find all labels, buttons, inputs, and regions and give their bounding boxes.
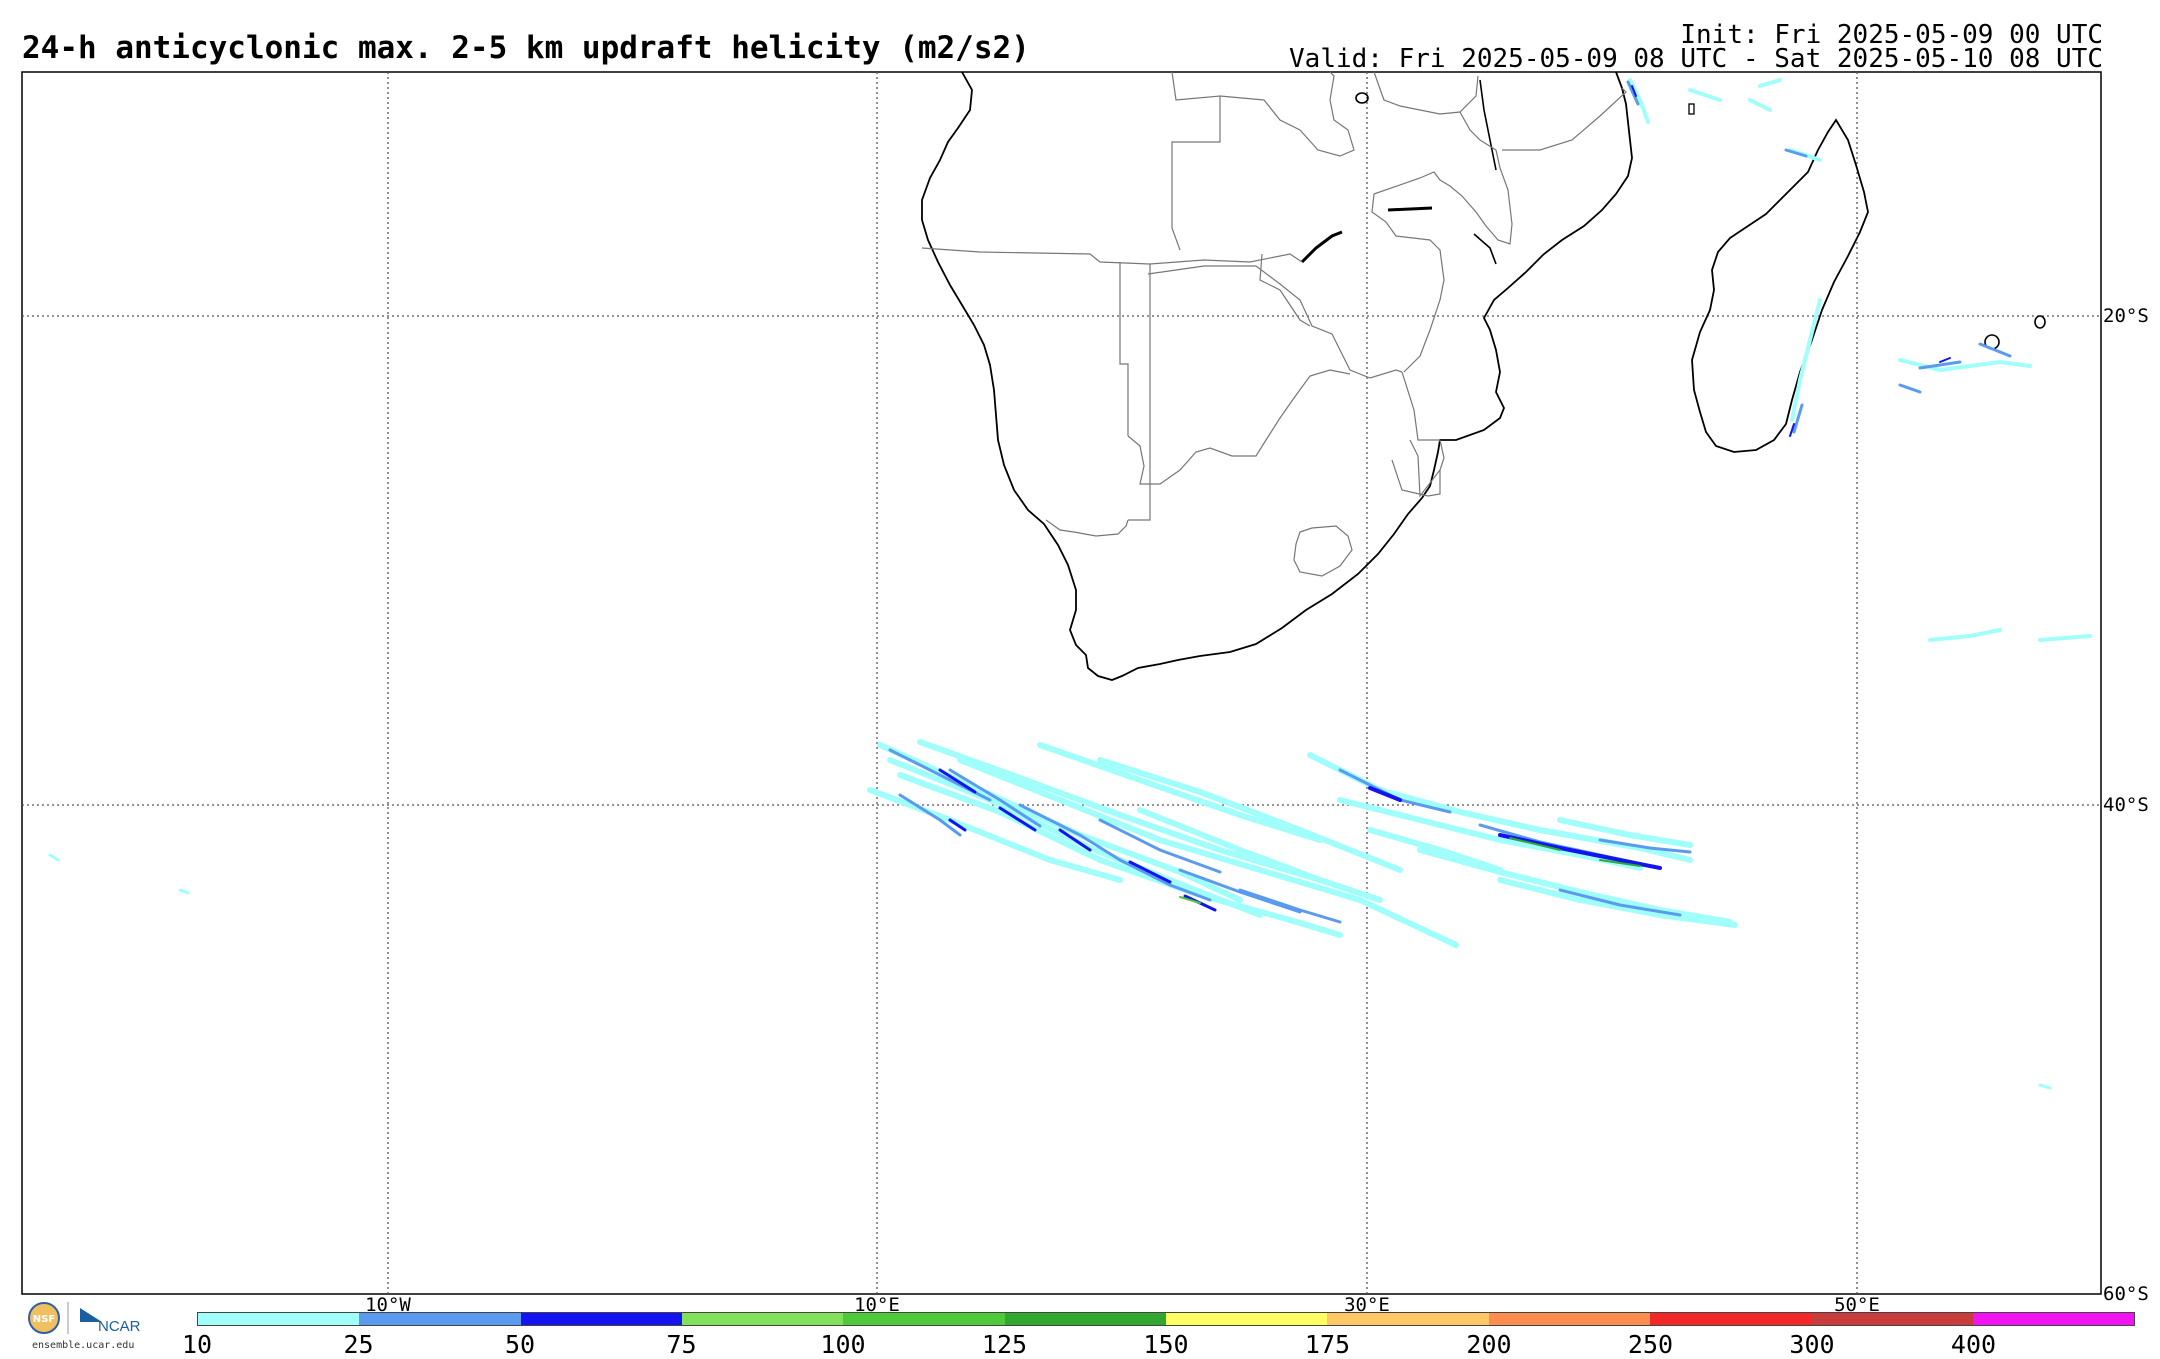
lon-label-10w: 10°W [365, 1294, 411, 1316]
ncar-logo-text: NCAR [98, 1318, 141, 1335]
colorbar-tick-label: 250 [1627, 1330, 1674, 1359]
colorbar-tick-label: 300 [1789, 1330, 1835, 1359]
lat-label-60s: 60°S [2103, 1283, 2149, 1305]
lon-label-30e: 30°E [1344, 1294, 1390, 1316]
graticule [22, 72, 2101, 1294]
colorbar-tick-label: 400 [1950, 1330, 1997, 1359]
colorbar-tick-label: 75 [666, 1330, 697, 1359]
colorbar-segment [1165, 1313, 1328, 1325]
reunion-island [2034, 315, 2046, 329]
ncar-mark-icon [80, 1308, 102, 1322]
lat-label-40s: 40°S [2103, 794, 2149, 816]
colorbar-tick-label: 25 [343, 1330, 374, 1359]
madagascar-coastline [1691, 118, 1869, 453]
colorbar-segment [1811, 1313, 1973, 1325]
colorbar-tick-label: 125 [981, 1330, 1028, 1359]
country-borders [921, 71, 1627, 577]
valid-time: Valid: Fri 2025-05-09 08 UTC - Sat 2025-… [1289, 44, 2103, 74]
colorbar-tick-label: 150 [1143, 1330, 1189, 1359]
colorbar-tick-label: 50 [504, 1330, 536, 1359]
nsf-logo-icon [28, 1302, 60, 1334]
lake-island [1355, 92, 1369, 104]
map-title: 24-h anticyclonic max. 2-5 km updraft he… [22, 30, 1030, 66]
lake-cahora-bassa [1387, 206, 1433, 212]
colorbar-segment [1649, 1313, 1812, 1325]
colorbar-segment [1972, 1313, 2134, 1325]
comoros-island [1688, 103, 1695, 115]
colorbar-segment [1004, 1313, 1166, 1325]
lat-label-20s: 20°S [2103, 305, 2149, 327]
svg-text:NSF: NSF [33, 1314, 55, 1325]
colorbar-segment [359, 1313, 521, 1325]
map-frame [21, 71, 2102, 1295]
africa-coastline [921, 71, 1633, 681]
logo-url: ensemble.ucar.edu [32, 1340, 135, 1351]
lon-label-50e: 50°E [1834, 1294, 1880, 1316]
colorbar [197, 1312, 2135, 1326]
colorbar-tick-label: 10 [181, 1330, 213, 1359]
colorbar-tick-label: 200 [1466, 1330, 1512, 1359]
colorbar-segment [843, 1313, 1005, 1325]
colorbar-tick-label: 175 [1304, 1330, 1351, 1359]
colorbar-segment [198, 1313, 360, 1325]
colorbar-segment [1488, 1313, 1650, 1325]
lake-kariba [1300, 230, 1343, 264]
lake-malawi-south [1473, 233, 1497, 265]
lon-label-10e: 10°E [854, 1294, 900, 1316]
ncar-logo: NSF NCAR [28, 1302, 141, 1335]
colorbar-segment [681, 1313, 844, 1325]
colorbar-segment [520, 1313, 682, 1325]
colorbar-tick-label: 100 [820, 1330, 866, 1359]
lake-malawi [1479, 79, 1497, 171]
init-time: Init: Fri 2025-05-09 00 UTC [1680, 20, 2103, 50]
helicity-swaths [48, 78, 2092, 1090]
colorbar-segment [1327, 1313, 1489, 1325]
